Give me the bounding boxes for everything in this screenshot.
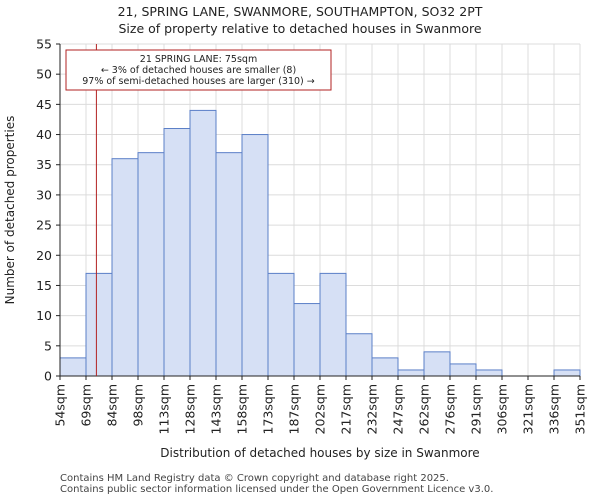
y-tick-label-35: 35 bbox=[36, 157, 52, 172]
chart-title: Size of property relative to detached ho… bbox=[118, 21, 482, 36]
y-tick-label-50: 50 bbox=[36, 67, 52, 82]
bar-336sqm bbox=[553, 369, 581, 377]
bar-69sqm bbox=[85, 272, 113, 377]
annotation-line-2: ← 3% of detached houses are smaller (8) bbox=[101, 65, 296, 76]
x-tick-label-276sqm: 276sqm bbox=[443, 384, 458, 434]
x-axis-label: Distribution of detached houses by size … bbox=[160, 446, 479, 460]
bar-173sqm bbox=[267, 272, 295, 377]
annotation-box bbox=[65, 49, 332, 91]
bar-202sqm bbox=[319, 272, 347, 377]
y-tick-label-5: 5 bbox=[44, 338, 52, 353]
bar-291sqm bbox=[475, 369, 503, 377]
x-tick-label-351sqm: 351sqm bbox=[573, 384, 588, 434]
y-tick-label-45: 45 bbox=[36, 97, 52, 112]
x-tick-label-143sqm: 143sqm bbox=[209, 384, 224, 434]
bar-217sqm bbox=[345, 333, 373, 377]
bar-262sqm bbox=[423, 351, 451, 377]
bar-247sqm bbox=[397, 369, 425, 377]
y-axis-label: Number of detached properties bbox=[3, 116, 17, 305]
x-tick-label-202sqm: 202sqm bbox=[313, 384, 328, 434]
bar-128sqm bbox=[189, 109, 217, 377]
bar-54sqm bbox=[59, 357, 87, 377]
annotation-line-1: 21 SPRING LANE: 75sqm bbox=[140, 54, 257, 65]
bar-98sqm bbox=[137, 152, 165, 377]
x-tick-label-336sqm: 336sqm bbox=[547, 384, 562, 434]
y-tick-label-10: 10 bbox=[36, 308, 52, 323]
annotation-line-3: 97% of semi-detached houses are larger (… bbox=[82, 76, 315, 87]
bar-187sqm bbox=[293, 303, 321, 377]
x-tick-label-173sqm: 173sqm bbox=[261, 384, 276, 434]
y-tick-label-0: 0 bbox=[44, 369, 52, 384]
x-tick-label-262sqm: 262sqm bbox=[417, 384, 432, 434]
x-tick-label-69sqm: 69sqm bbox=[79, 384, 94, 427]
y-tick-label-55: 55 bbox=[36, 37, 52, 52]
bar-276sqm bbox=[449, 363, 477, 377]
x-tick-label-84sqm: 84sqm bbox=[105, 384, 120, 427]
x-tick-label-217sqm: 217sqm bbox=[339, 384, 354, 434]
x-tick-label-321sqm: 321sqm bbox=[521, 384, 536, 434]
bar-84sqm bbox=[111, 158, 139, 377]
x-tick-label-54sqm: 54sqm bbox=[53, 384, 68, 427]
footer-licence: Contains public sector information licen… bbox=[60, 484, 494, 495]
x-tick-label-128sqm: 128sqm bbox=[183, 384, 198, 434]
bar-158sqm bbox=[241, 134, 269, 377]
bar-232sqm bbox=[371, 357, 399, 377]
x-tick-label-232sqm: 232sqm bbox=[365, 384, 380, 434]
y-tick-label-30: 30 bbox=[36, 187, 52, 202]
x-tick-label-247sqm: 247sqm bbox=[391, 384, 406, 434]
bar-143sqm bbox=[215, 152, 243, 377]
x-tick-label-187sqm: 187sqm bbox=[287, 384, 302, 434]
x-tick-label-306sqm: 306sqm bbox=[495, 384, 510, 434]
y-tick-label-25: 25 bbox=[36, 218, 52, 233]
y-tick-label-20: 20 bbox=[36, 248, 52, 263]
x-tick-label-291sqm: 291sqm bbox=[469, 384, 484, 434]
footer-copyright: Contains HM Land Registry data © Crown c… bbox=[60, 473, 449, 484]
x-tick-label-158sqm: 158sqm bbox=[235, 384, 250, 434]
y-tick-label-40: 40 bbox=[36, 127, 52, 142]
bar-113sqm bbox=[163, 128, 191, 377]
chart-title-address: 21, SPRING LANE, SWANMORE, SOUTHAMPTON, … bbox=[117, 4, 483, 19]
y-tick-label-15: 15 bbox=[36, 278, 52, 293]
x-tick-label-113sqm: 113sqm bbox=[157, 384, 172, 434]
x-tick-label-98sqm: 98sqm bbox=[131, 384, 146, 427]
